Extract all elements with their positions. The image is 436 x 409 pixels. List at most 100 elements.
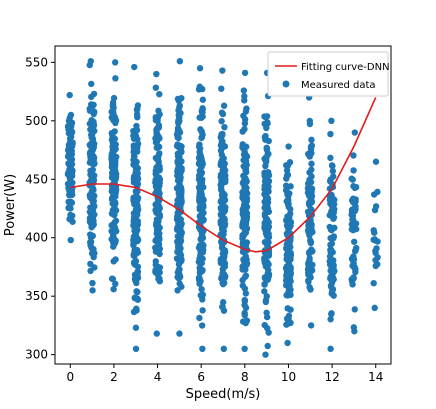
measured-point: [262, 178, 269, 185]
measured-point: [111, 204, 118, 211]
measured-point: [91, 264, 98, 271]
measured-point: [109, 171, 116, 178]
measured-point: [329, 167, 337, 175]
legend-fit-label: Fitting curve-DNN: [301, 62, 390, 73]
measured-point: [130, 144, 138, 152]
measured-point: [218, 117, 225, 125]
measured-point: [372, 203, 380, 210]
measured-point: [134, 176, 142, 183]
measured-point: [220, 261, 227, 269]
x-tick-label: 10: [281, 370, 296, 384]
plot-frame: [54, 45, 392, 365]
measured-point: [67, 111, 75, 119]
measured-point: [197, 188, 205, 196]
measured-point: [176, 156, 183, 164]
measured-point: [175, 134, 182, 142]
measured-point: [219, 67, 226, 74]
measured-point: [130, 156, 137, 164]
measured-point: [111, 199, 119, 206]
measured-point: [374, 188, 381, 196]
measured-point: [307, 206, 315, 213]
fit-curve-layer: [70, 97, 377, 253]
y-axis-label: Power(W): [3, 174, 18, 236]
measured-point: [222, 176, 229, 183]
measured-point: [328, 117, 335, 125]
measured-point: [176, 57, 184, 65]
measured-point: [154, 265, 161, 272]
measured-point: [327, 282, 335, 289]
measured-point: [370, 279, 377, 287]
measured-point: [328, 310, 335, 318]
measured-point: [110, 285, 117, 293]
measured-point: [286, 284, 293, 292]
measured-point: [88, 134, 95, 141]
measured-point: [329, 204, 336, 211]
measured-point: [175, 239, 183, 247]
measured-point: [199, 246, 206, 253]
measured-point: [241, 120, 249, 127]
scatter-points: [64, 57, 381, 358]
measured-point: [263, 154, 270, 161]
measured-point: [282, 245, 290, 252]
measured-point: [69, 218, 76, 225]
measured-point: [329, 195, 336, 202]
measured-point: [132, 324, 140, 331]
measured-point: [285, 143, 292, 150]
measured-point: [199, 96, 207, 103]
measured-point: [264, 119, 271, 126]
measured-point: [111, 157, 118, 164]
measured-point: [153, 70, 160, 78]
measured-point: [327, 316, 334, 323]
x-tick-label: 4: [154, 370, 162, 384]
x-tick-label: 14: [368, 370, 383, 384]
measured-point: [90, 90, 98, 98]
measured-point: [241, 93, 248, 100]
measured-point: [218, 109, 226, 116]
measured-point: [329, 261, 336, 269]
measured-point: [264, 194, 271, 201]
measured-point: [241, 345, 248, 353]
measured-point: [175, 256, 183, 263]
measured-point: [284, 339, 291, 347]
measured-point: [372, 158, 380, 165]
measured-point: [195, 86, 203, 93]
measured-point: [109, 209, 117, 217]
measured-point: [261, 212, 269, 219]
measured-point: [196, 314, 203, 322]
measured-point: [196, 212, 204, 220]
measured-point: [199, 131, 206, 138]
measured-point: [327, 154, 334, 162]
legend-measured-swatch: [282, 80, 290, 88]
legend: Fitting curve-DNN Measured data: [267, 51, 390, 97]
measured-point: [66, 91, 73, 99]
measured-point: [239, 179, 247, 187]
measured-point: [263, 124, 270, 132]
measured-point: [330, 292, 337, 299]
measured-point: [241, 285, 249, 292]
measured-point: [217, 231, 225, 239]
measured-point: [156, 211, 163, 218]
measured-point: [87, 171, 94, 178]
y-tick-label: 300: [25, 348, 48, 362]
measured-point: [198, 181, 206, 189]
measured-point: [327, 345, 334, 353]
measured-point: [155, 175, 162, 183]
measured-point: [153, 127, 160, 134]
measured-point: [243, 143, 250, 150]
measured-point: [287, 264, 294, 271]
measured-point: [86, 61, 93, 69]
measured-point: [134, 274, 142, 282]
measured-point: [264, 168, 272, 176]
measured-point: [134, 236, 142, 244]
x-tick-label: 8: [241, 370, 249, 384]
measured-point: [156, 135, 163, 142]
measured-point: [284, 271, 292, 279]
measured-point: [177, 190, 185, 197]
fit-curve-line: [70, 97, 377, 253]
measured-point: [199, 195, 207, 203]
measured-point: [327, 246, 335, 253]
measured-point: [131, 63, 138, 71]
measured-point: [132, 257, 140, 265]
measured-point: [196, 114, 203, 121]
measured-point: [308, 166, 315, 173]
